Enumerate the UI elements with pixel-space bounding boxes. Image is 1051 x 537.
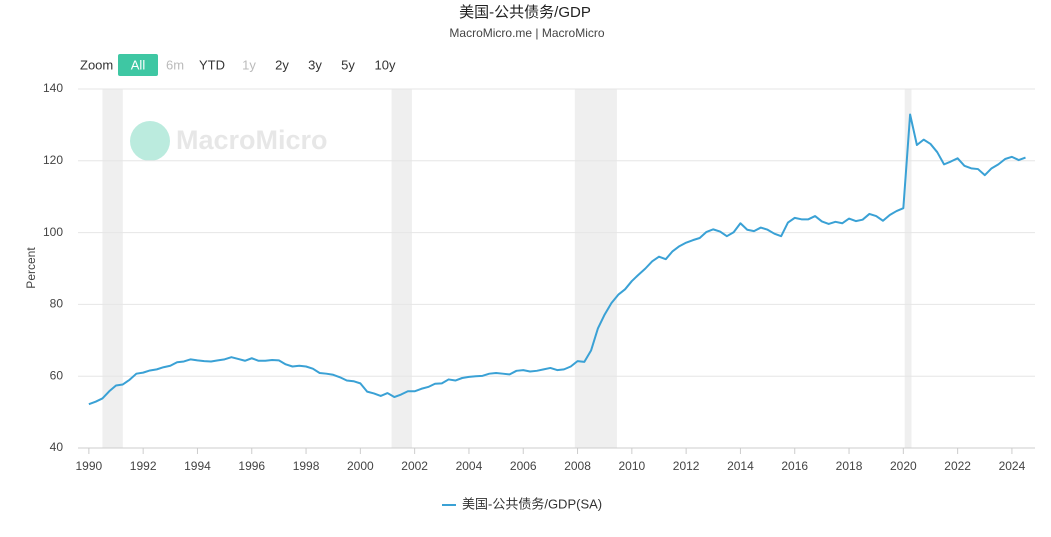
zoom-button-label: 3y — [308, 57, 322, 72]
x-tick-label: 1990 — [76, 459, 103, 473]
zoom-button-label: All — [131, 57, 146, 72]
watermark: MacroMicro — [130, 121, 328, 161]
x-tick-label: 2010 — [618, 459, 645, 473]
x-tick-label: 2022 — [944, 459, 971, 473]
zoom-button[interactable]: 2y — [275, 57, 289, 72]
zoom-button-bg — [118, 54, 158, 76]
zoom-button[interactable]: 3y — [308, 57, 322, 72]
zoom-label: Zoom — [80, 57, 113, 72]
recession-band — [904, 89, 912, 448]
x-tick-label: 1994 — [184, 459, 211, 473]
y-tick-label: 80 — [50, 297, 64, 311]
y-tick-label: 100 — [43, 225, 63, 239]
x-tick-label: 2000 — [347, 459, 374, 473]
y-tick-label: 40 — [50, 440, 64, 454]
zoom-button-label: 6m — [166, 57, 184, 72]
y-tick-label: 120 — [43, 153, 63, 167]
zoom-button-label: 10y — [375, 57, 396, 72]
chart-title: 美国-公共债务/GDP — [459, 4, 591, 21]
watermark-logo — [130, 121, 170, 161]
x-tick-label: 2024 — [999, 459, 1026, 473]
zoom-button[interactable]: 10y — [375, 57, 396, 72]
x-tick-label: 1998 — [293, 459, 320, 473]
x-tick-label: 1996 — [238, 459, 265, 473]
zoom-button-label: 1y — [242, 57, 256, 72]
y-axis-label: Percent — [24, 247, 38, 289]
x-tick-label: 2016 — [781, 459, 808, 473]
zoom-button: 6m — [166, 57, 184, 72]
recession-band — [574, 89, 617, 448]
x-tick-label: 1992 — [130, 459, 157, 473]
zoom-button-label: YTD — [199, 57, 225, 72]
x-tick-label: 2004 — [456, 459, 483, 473]
zoom-button-label: 2y — [275, 57, 289, 72]
legend-label: 美国-公共债务/GDP(SA) — [462, 496, 602, 511]
recession-band — [102, 89, 123, 448]
x-tick-label: 2008 — [564, 459, 591, 473]
y-tick-label: 60 — [50, 368, 64, 382]
zoom-button[interactable]: 5y — [341, 57, 355, 72]
zoom-button: 1y — [242, 57, 256, 72]
x-tick-label: 2006 — [510, 459, 537, 473]
x-tick-label: 2002 — [401, 459, 428, 473]
recession-band — [391, 89, 412, 448]
zoom-button[interactable]: All — [118, 54, 158, 76]
zoom-button[interactable]: YTD — [199, 57, 225, 72]
x-tick-label: 2018 — [836, 459, 863, 473]
chart-subtitle: MacroMicro.me | MacroMicro — [449, 26, 604, 40]
x-tick-label: 2020 — [890, 459, 917, 473]
data-line — [88, 113, 1026, 406]
watermark-text: MacroMicro — [176, 125, 328, 155]
x-tick-label: 2014 — [727, 459, 754, 473]
legend-item[interactable]: 美国-公共债务/GDP(SA) — [442, 496, 602, 511]
x-tick-label: 2012 — [673, 459, 700, 473]
zoom-button-label: 5y — [341, 57, 355, 72]
y-tick-label: 140 — [43, 81, 63, 95]
